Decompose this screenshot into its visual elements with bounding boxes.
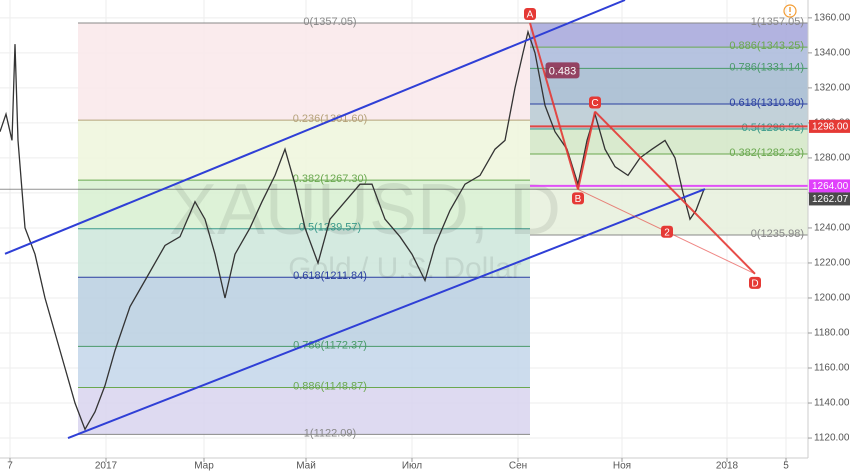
pattern-line — [594, 110, 756, 275]
x-tick-label: 5 — [783, 461, 789, 472]
watermark-symbol: XAUUSD, D — [169, 170, 561, 250]
ratio-label: 0.483 — [549, 65, 577, 77]
alert-icon — [783, 4, 797, 18]
price-tag-label: 1298.00 — [812, 122, 849, 133]
fib-label: 1(1122.09) — [304, 427, 356, 439]
fib-label: 1(1357.05) — [751, 16, 804, 28]
fib-band — [78, 228, 530, 278]
channel-line — [67, 188, 706, 439]
fib-band — [530, 23, 808, 48]
x-tick-label: 2018 — [716, 461, 739, 472]
x-tick-label: Июл — [402, 461, 422, 472]
y-tick-label: 1180.00 — [814, 328, 850, 339]
pattern-point-label: C — [591, 98, 598, 109]
fib-label: 0(1235.98) — [751, 228, 804, 240]
pattern-point — [572, 192, 584, 205]
time-axis-bg — [0, 458, 808, 473]
alert-icon-dot — [789, 13, 791, 16]
fib-label: 0.5(1239.57) — [299, 222, 361, 234]
price-axis-bg — [808, 0, 850, 473]
fib-label: 0.5(1296.52) — [742, 122, 804, 134]
pattern-point — [524, 8, 536, 21]
price-line-series — [0, 29, 705, 431]
pattern-point-label: 2 — [664, 227, 670, 238]
fib-label: 0.886(1343.25) — [729, 40, 804, 52]
pattern-line — [577, 111, 596, 190]
channel-line — [4, 0, 626, 255]
price-tag — [809, 192, 850, 206]
fib-band — [78, 120, 530, 181]
fib-band — [78, 23, 530, 121]
y-tick-label: 1140.00 — [814, 398, 850, 409]
pattern-point — [661, 225, 673, 238]
y-tick-label: 1160.00 — [814, 363, 850, 374]
pattern-line — [529, 22, 579, 190]
y-tick-label: 1240.00 — [814, 223, 850, 234]
x-tick-label: Май — [296, 461, 316, 472]
pattern-point — [589, 96, 601, 109]
y-tick-label: 1340.00 — [814, 48, 850, 59]
x-tick-label: Ноя — [613, 461, 631, 472]
y-tick-label: 1320.00 — [814, 83, 850, 94]
fib-band — [78, 346, 530, 388]
x-tick-label: Сен — [509, 461, 527, 472]
x-tick-label: Мар — [194, 461, 214, 472]
fib-band — [78, 277, 530, 347]
y-tick-label: 1200.00 — [814, 293, 850, 304]
fib-band — [530, 128, 808, 155]
y-tick-label: 1280.00 — [814, 153, 850, 164]
fib-band — [78, 387, 530, 435]
price-tag-label: 1262.07 — [812, 194, 849, 205]
ratio-box — [545, 62, 580, 79]
fib-label: 0.786(1331.14) — [729, 61, 804, 73]
y-tick-label: 1360.00 — [814, 12, 850, 23]
pattern-point-label: D — [751, 278, 758, 289]
y-tick-label: 1120.00 — [814, 433, 850, 444]
fib-label: 0.618(1211.84) — [293, 270, 367, 282]
price-tag — [809, 179, 850, 193]
fib-label: 0.382(1267.30) — [293, 173, 368, 185]
pattern-point — [749, 276, 761, 289]
fib-label: 0.618(1310.80) — [729, 97, 804, 109]
fib-label: 0.886(1148.87) — [293, 380, 367, 392]
watermark-description: Gold / U.S. Dollar — [288, 252, 521, 285]
y-tick-label: 1220.00 — [814, 258, 850, 269]
x-tick-label: 2017 — [95, 461, 118, 472]
pattern-point-label: A — [527, 10, 534, 21]
price-tag-label: 1264.00 — [812, 181, 849, 192]
x-tick-label: 7 — [7, 461, 13, 472]
price-tag — [809, 119, 850, 133]
fib-band — [530, 47, 808, 69]
fib-band — [78, 180, 530, 229]
fib-band — [530, 103, 808, 129]
fib-label: 0(1357.05) — [303, 16, 356, 28]
pattern-point-label: B — [575, 194, 582, 205]
fib-label: 0.382(1282.23) — [729, 147, 804, 159]
fib-label: 0.236(1301.60) — [293, 113, 368, 125]
